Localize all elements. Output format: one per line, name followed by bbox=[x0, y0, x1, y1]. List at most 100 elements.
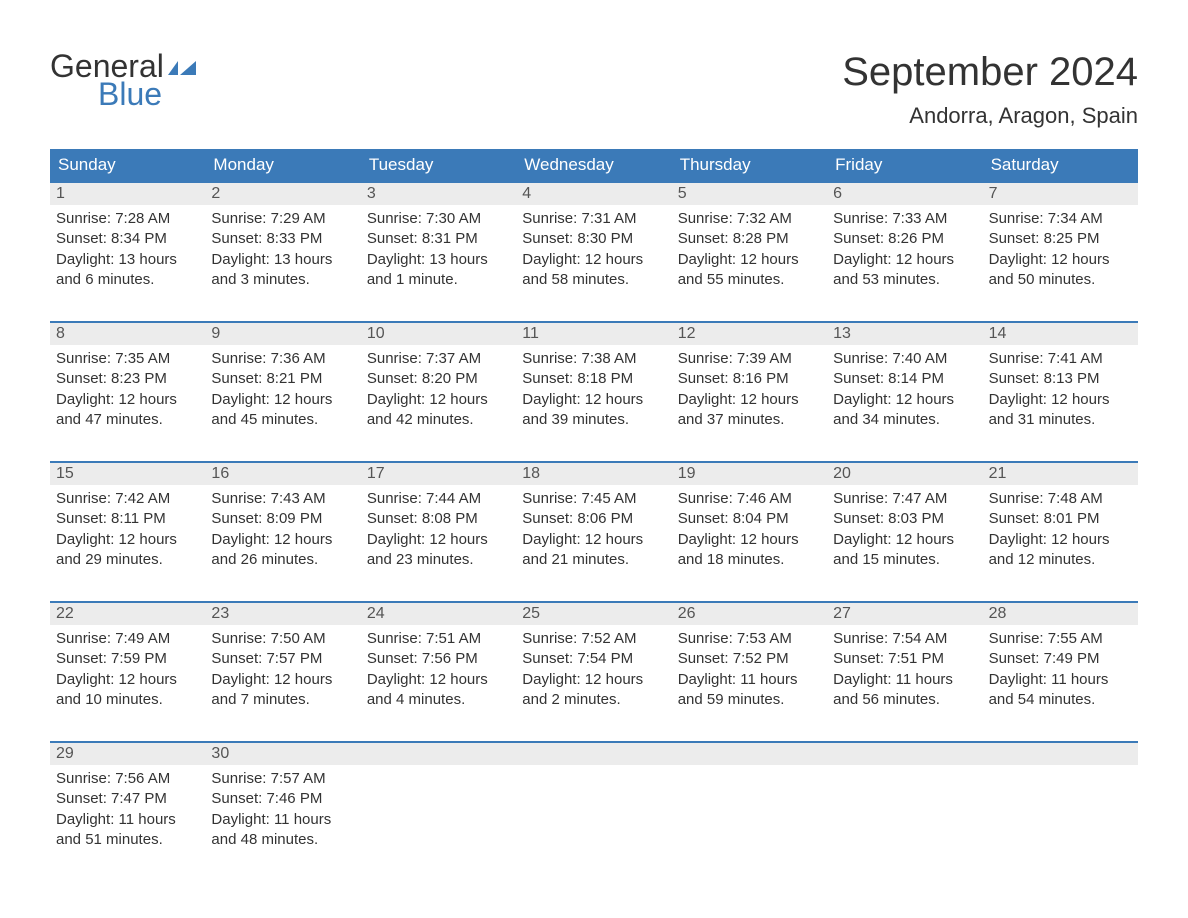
sunrise-text: Sunrise: 7:43 AM bbox=[211, 489, 354, 509]
day-cell bbox=[983, 743, 1138, 863]
day-cell: 17Sunrise: 7:44 AMSunset: 8:08 PMDayligh… bbox=[361, 463, 516, 583]
day-number: 10 bbox=[361, 323, 516, 345]
daylight-text-1: Daylight: 12 hours bbox=[989, 530, 1132, 550]
daylight-text-2: and 39 minutes. bbox=[522, 410, 665, 430]
sunset-text: Sunset: 8:31 PM bbox=[367, 229, 510, 249]
sunset-text: Sunset: 8:11 PM bbox=[56, 509, 199, 529]
daylight-text-2: and 42 minutes. bbox=[367, 410, 510, 430]
daylight-text-2: and 37 minutes. bbox=[678, 410, 821, 430]
day-number bbox=[516, 743, 671, 765]
day-cell: 1 Sunrise: 7:28 AMSunset: 8:34 PMDaylight… bbox=[50, 183, 205, 303]
sunset-text: Sunset: 8:03 PM bbox=[833, 509, 976, 529]
sunset-text: Sunset: 8:20 PM bbox=[367, 369, 510, 389]
daylight-text-2: and 31 minutes. bbox=[989, 410, 1132, 430]
day-content: Sunrise: 7:34 AMSunset: 8:25 PMDaylight:… bbox=[983, 205, 1138, 294]
day-cell: 22Sunrise: 7:49 AMSunset: 7:59 PMDayligh… bbox=[50, 603, 205, 723]
sunset-text: Sunset: 8:33 PM bbox=[211, 229, 354, 249]
daylight-text-1: Daylight: 12 hours bbox=[522, 390, 665, 410]
day-content: Sunrise: 7:53 AMSunset: 7:52 PMDaylight:… bbox=[672, 625, 827, 714]
weekday-thursday: Thursday bbox=[672, 149, 827, 181]
sunset-text: Sunset: 8:13 PM bbox=[989, 369, 1132, 389]
day-cell: 18Sunrise: 7:45 AMSunset: 8:06 PMDayligh… bbox=[516, 463, 671, 583]
day-number bbox=[983, 743, 1138, 765]
sunrise-text: Sunrise: 7:39 AM bbox=[678, 349, 821, 369]
daylight-text-1: Daylight: 12 hours bbox=[522, 250, 665, 270]
sunrise-text: Sunrise: 7:31 AM bbox=[522, 209, 665, 229]
day-cell: 29Sunrise: 7:56 AMSunset: 7:47 PMDayligh… bbox=[50, 743, 205, 863]
weekday-header-row: Sunday Monday Tuesday Wednesday Thursday… bbox=[50, 149, 1138, 181]
day-number: 3 bbox=[361, 183, 516, 205]
sunset-text: Sunset: 8:16 PM bbox=[678, 369, 821, 389]
day-content bbox=[827, 765, 982, 845]
sunset-text: Sunset: 8:28 PM bbox=[678, 229, 821, 249]
sunrise-text: Sunrise: 7:47 AM bbox=[833, 489, 976, 509]
day-number: 6 bbox=[827, 183, 982, 205]
daylight-text-1: Daylight: 12 hours bbox=[367, 530, 510, 550]
sunrise-text: Sunrise: 7:40 AM bbox=[833, 349, 976, 369]
day-number: 16 bbox=[205, 463, 360, 485]
day-cell: 8Sunrise: 7:35 AMSunset: 8:23 PMDaylight… bbox=[50, 323, 205, 443]
sunset-text: Sunset: 8:08 PM bbox=[367, 509, 510, 529]
day-number: 29 bbox=[50, 743, 205, 765]
daylight-text-2: and 51 minutes. bbox=[56, 830, 199, 850]
day-number: 12 bbox=[672, 323, 827, 345]
day-cell: 20Sunrise: 7:47 AMSunset: 8:03 PMDayligh… bbox=[827, 463, 982, 583]
day-cell: 27Sunrise: 7:54 AMSunset: 7:51 PMDayligh… bbox=[827, 603, 982, 723]
day-cell: 4Sunrise: 7:31 AMSunset: 8:30 PMDaylight… bbox=[516, 183, 671, 303]
sunrise-text: Sunrise: 7:57 AM bbox=[211, 769, 354, 789]
day-cell: 7Sunrise: 7:34 AMSunset: 8:25 PMDaylight… bbox=[983, 183, 1138, 303]
daylight-text-1: Daylight: 11 hours bbox=[678, 670, 821, 690]
day-cell: 10Sunrise: 7:37 AMSunset: 8:20 PMDayligh… bbox=[361, 323, 516, 443]
day-number: 1 bbox=[50, 183, 205, 205]
day-number: 28 bbox=[983, 603, 1138, 625]
day-content bbox=[361, 765, 516, 845]
day-number: 24 bbox=[361, 603, 516, 625]
day-number: 26 bbox=[672, 603, 827, 625]
day-number: 11 bbox=[516, 323, 671, 345]
sunrise-text: Sunrise: 7:52 AM bbox=[522, 629, 665, 649]
day-cell: 2Sunrise: 7:29 AMSunset: 8:33 PMDaylight… bbox=[205, 183, 360, 303]
sunrise-text: Sunrise: 7:36 AM bbox=[211, 349, 354, 369]
day-content: Sunrise: 7:39 AMSunset: 8:16 PMDaylight:… bbox=[672, 345, 827, 434]
daylight-text-2: and 1 minute. bbox=[367, 270, 510, 290]
header: General Blue September 2024 Andorra, Ara… bbox=[50, 50, 1138, 129]
daylight-text-1: Daylight: 11 hours bbox=[833, 670, 976, 690]
day-number bbox=[361, 743, 516, 765]
day-content: Sunrise: 7:40 AMSunset: 8:14 PMDaylight:… bbox=[827, 345, 982, 434]
day-cell bbox=[827, 743, 982, 863]
week-row: 29Sunrise: 7:56 AMSunset: 7:47 PMDayligh… bbox=[50, 741, 1138, 863]
daylight-text-1: Daylight: 11 hours bbox=[211, 810, 354, 830]
daylight-text-2: and 58 minutes. bbox=[522, 270, 665, 290]
daylight-text-2: and 18 minutes. bbox=[678, 550, 821, 570]
daylight-text-2: and 2 minutes. bbox=[522, 690, 665, 710]
day-number: 30 bbox=[205, 743, 360, 765]
day-cell bbox=[672, 743, 827, 863]
day-cell: 19Sunrise: 7:46 AMSunset: 8:04 PMDayligh… bbox=[672, 463, 827, 583]
day-number: 21 bbox=[983, 463, 1138, 485]
month-title: September 2024 bbox=[842, 50, 1138, 95]
sunset-text: Sunset: 8:34 PM bbox=[56, 229, 199, 249]
daylight-text-1: Daylight: 12 hours bbox=[367, 670, 510, 690]
daylight-text-2: and 34 minutes. bbox=[833, 410, 976, 430]
sunrise-text: Sunrise: 7:54 AM bbox=[833, 629, 976, 649]
sunset-text: Sunset: 8:18 PM bbox=[522, 369, 665, 389]
daylight-text-2: and 45 minutes. bbox=[211, 410, 354, 430]
sunset-text: Sunset: 7:54 PM bbox=[522, 649, 665, 669]
sunrise-text: Sunrise: 7:42 AM bbox=[56, 489, 199, 509]
day-content: Sunrise: 7:44 AMSunset: 8:08 PMDaylight:… bbox=[361, 485, 516, 574]
day-cell: 13Sunrise: 7:40 AMSunset: 8:14 PMDayligh… bbox=[827, 323, 982, 443]
day-cell: 5Sunrise: 7:32 AMSunset: 8:28 PMDaylight… bbox=[672, 183, 827, 303]
daylight-text-2: and 29 minutes. bbox=[56, 550, 199, 570]
sunrise-text: Sunrise: 7:28 AM bbox=[56, 209, 199, 229]
day-number: 2 bbox=[205, 183, 360, 205]
day-number: 5 bbox=[672, 183, 827, 205]
daylight-text-2: and 15 minutes. bbox=[833, 550, 976, 570]
day-cell: 14Sunrise: 7:41 AMSunset: 8:13 PMDayligh… bbox=[983, 323, 1138, 443]
day-content: Sunrise: 7:37 AMSunset: 8:20 PMDaylight:… bbox=[361, 345, 516, 434]
sunset-text: Sunset: 8:23 PM bbox=[56, 369, 199, 389]
day-cell: 11Sunrise: 7:38 AMSunset: 8:18 PMDayligh… bbox=[516, 323, 671, 443]
daylight-text-1: Daylight: 13 hours bbox=[56, 250, 199, 270]
weekday-sunday: Sunday bbox=[50, 149, 205, 181]
daylight-text-2: and 56 minutes. bbox=[833, 690, 976, 710]
daylight-text-1: Daylight: 12 hours bbox=[522, 670, 665, 690]
